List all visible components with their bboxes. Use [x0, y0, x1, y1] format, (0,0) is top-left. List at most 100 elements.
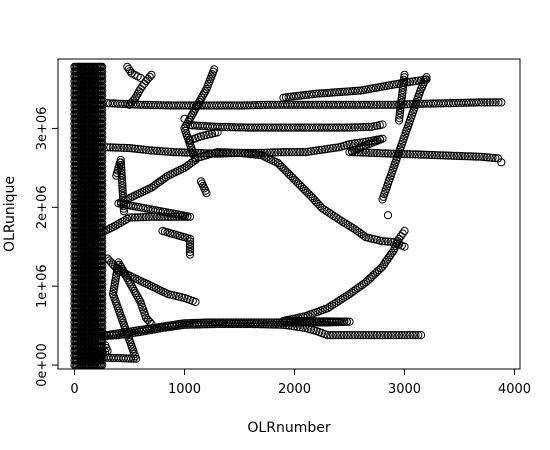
data-point [123, 273, 132, 282]
data-point [284, 92, 293, 102]
data-point [326, 144, 335, 153]
data-point [422, 150, 431, 159]
data-point [405, 331, 415, 340]
data-point [345, 331, 354, 340]
data-point [118, 189, 127, 198]
data-point [353, 86, 362, 95]
data-point [132, 92, 141, 101]
data-point [254, 150, 263, 159]
data-point [323, 304, 332, 313]
y-tick-label: 3e+06 [35, 107, 50, 151]
data-point [334, 331, 343, 340]
data-point [98, 271, 107, 280]
data-point [98, 261, 107, 270]
data-point [159, 174, 168, 183]
data-point [343, 291, 352, 300]
data-point [165, 321, 174, 330]
data-point [247, 318, 256, 327]
data-point [474, 152, 483, 161]
data-point [491, 98, 500, 107]
data-point [119, 196, 128, 206]
data-point [359, 123, 368, 132]
data-point [359, 231, 368, 240]
data-point [341, 292, 350, 301]
data-point [340, 123, 349, 132]
data-point [105, 99, 115, 108]
data-point [403, 331, 412, 340]
data-point [293, 148, 302, 157]
data-point [416, 150, 426, 159]
data-point [125, 213, 134, 222]
data-point [317, 89, 326, 98]
data-point [122, 143, 131, 153]
data-point [334, 297, 343, 306]
data-point [116, 262, 126, 271]
data-point [218, 318, 228, 327]
data-point [375, 331, 384, 340]
data-point [386, 331, 395, 340]
data-point [153, 179, 162, 188]
data-point [364, 331, 373, 340]
data-point [322, 88, 331, 98]
data-point [447, 151, 456, 160]
data-point [411, 331, 420, 340]
data-point [302, 90, 311, 100]
data-point [320, 145, 329, 154]
data-point [403, 100, 412, 109]
data-point [188, 318, 197, 328]
data-point [108, 143, 118, 152]
data-point [258, 100, 267, 110]
data-point [243, 149, 252, 158]
data-point [392, 331, 401, 340]
data-point [166, 147, 175, 156]
data-point [118, 181, 127, 190]
data-point [141, 212, 151, 222]
data-point [147, 70, 156, 79]
data-point [115, 260, 124, 269]
data-point [98, 237, 107, 247]
data-point [187, 111, 196, 120]
data-point [345, 123, 354, 132]
data-point [472, 98, 481, 107]
data-point [302, 123, 311, 132]
data-point [400, 331, 409, 340]
data-point [221, 148, 230, 157]
data-point [383, 149, 393, 158]
data-point [185, 240, 195, 249]
data-point [338, 294, 347, 303]
data-point [488, 153, 497, 162]
data-point [361, 233, 371, 242]
data-point [161, 147, 170, 156]
data-point [271, 148, 280, 157]
data-point [364, 137, 373, 146]
data-point [328, 144, 338, 153]
data-point [372, 331, 382, 340]
data-point [98, 100, 107, 109]
data-point [326, 318, 335, 327]
data-point [131, 289, 140, 298]
data-point [246, 150, 255, 159]
data-point [98, 190, 107, 199]
data-point [411, 77, 420, 86]
data-point [399, 80, 408, 90]
data-point [225, 101, 234, 110]
data-point [158, 147, 167, 156]
data-point [185, 250, 195, 259]
data-point [367, 100, 376, 109]
data-point [185, 237, 195, 246]
data-point [315, 146, 324, 155]
data-point [353, 148, 362, 157]
data-point [163, 147, 173, 156]
data-point [216, 148, 225, 157]
data-point [298, 148, 307, 157]
data-point [121, 271, 130, 280]
data-point [159, 101, 168, 110]
data-point [98, 233, 107, 242]
data-point [185, 234, 195, 243]
data-point [348, 331, 357, 340]
data-point [128, 144, 137, 153]
data-point [138, 100, 148, 109]
data-point [134, 293, 143, 302]
data-point [353, 123, 362, 132]
data-point [342, 123, 352, 132]
